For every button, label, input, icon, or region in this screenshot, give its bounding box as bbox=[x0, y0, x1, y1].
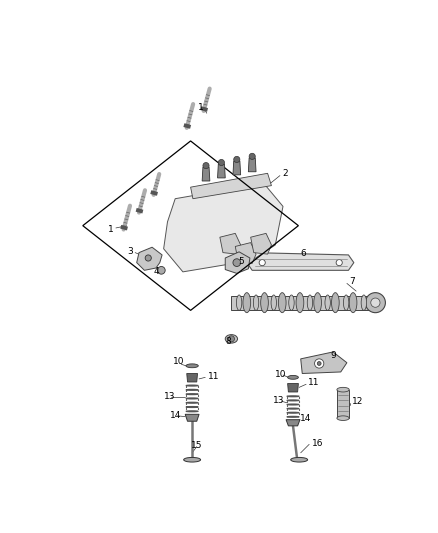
Polygon shape bbox=[235, 243, 256, 263]
Ellipse shape bbox=[243, 293, 251, 313]
Ellipse shape bbox=[186, 398, 198, 399]
Ellipse shape bbox=[287, 408, 299, 409]
Circle shape bbox=[336, 260, 342, 265]
Circle shape bbox=[317, 361, 321, 366]
Circle shape bbox=[233, 259, 240, 266]
Text: 12: 12 bbox=[352, 397, 364, 406]
Circle shape bbox=[218, 159, 225, 166]
Ellipse shape bbox=[325, 295, 330, 310]
Ellipse shape bbox=[279, 293, 286, 313]
Ellipse shape bbox=[332, 293, 339, 313]
Polygon shape bbox=[248, 158, 256, 172]
Polygon shape bbox=[301, 352, 347, 374]
Polygon shape bbox=[337, 390, 349, 418]
Ellipse shape bbox=[186, 402, 198, 403]
Text: 14: 14 bbox=[170, 411, 181, 421]
Circle shape bbox=[158, 266, 165, 274]
Text: 5: 5 bbox=[238, 256, 244, 265]
Circle shape bbox=[314, 359, 324, 368]
Polygon shape bbox=[218, 164, 225, 178]
Polygon shape bbox=[220, 233, 240, 254]
Circle shape bbox=[371, 298, 380, 308]
Ellipse shape bbox=[287, 400, 299, 401]
Text: 15: 15 bbox=[191, 441, 203, 450]
Polygon shape bbox=[288, 384, 298, 392]
Text: 1: 1 bbox=[108, 225, 114, 234]
Circle shape bbox=[203, 163, 209, 168]
Ellipse shape bbox=[186, 389, 198, 390]
Bar bbox=[231, 296, 374, 310]
Ellipse shape bbox=[287, 404, 299, 405]
Ellipse shape bbox=[288, 375, 298, 379]
Text: 10: 10 bbox=[173, 358, 184, 367]
Polygon shape bbox=[185, 414, 199, 421]
Text: 10: 10 bbox=[276, 370, 287, 379]
Ellipse shape bbox=[307, 295, 313, 310]
Ellipse shape bbox=[314, 293, 321, 313]
Text: 11: 11 bbox=[208, 372, 219, 381]
Polygon shape bbox=[137, 247, 162, 270]
Text: 9: 9 bbox=[331, 351, 336, 360]
Ellipse shape bbox=[287, 416, 299, 417]
Ellipse shape bbox=[337, 416, 349, 421]
Circle shape bbox=[249, 154, 255, 159]
Text: 16: 16 bbox=[311, 439, 323, 448]
Ellipse shape bbox=[186, 364, 198, 368]
Ellipse shape bbox=[337, 387, 349, 392]
Polygon shape bbox=[286, 419, 300, 426]
Circle shape bbox=[234, 156, 240, 163]
Polygon shape bbox=[225, 252, 250, 273]
Text: 14: 14 bbox=[300, 414, 311, 423]
Circle shape bbox=[259, 260, 265, 265]
Polygon shape bbox=[251, 233, 272, 254]
Text: 1: 1 bbox=[198, 103, 204, 112]
Ellipse shape bbox=[291, 457, 307, 462]
Circle shape bbox=[145, 255, 151, 261]
Circle shape bbox=[228, 336, 234, 342]
Polygon shape bbox=[233, 161, 240, 175]
Ellipse shape bbox=[271, 295, 276, 310]
Text: 8: 8 bbox=[225, 337, 231, 346]
Ellipse shape bbox=[237, 295, 242, 310]
Ellipse shape bbox=[296, 293, 304, 313]
Ellipse shape bbox=[349, 293, 357, 313]
Polygon shape bbox=[202, 167, 210, 181]
Polygon shape bbox=[191, 173, 272, 199]
Polygon shape bbox=[187, 374, 198, 382]
Text: 11: 11 bbox=[308, 378, 320, 387]
Ellipse shape bbox=[361, 295, 367, 310]
Text: 13: 13 bbox=[164, 392, 175, 401]
Ellipse shape bbox=[253, 295, 259, 310]
Ellipse shape bbox=[287, 396, 299, 397]
Text: 13: 13 bbox=[273, 396, 285, 405]
Text: 3: 3 bbox=[127, 247, 133, 256]
Ellipse shape bbox=[186, 385, 198, 386]
Polygon shape bbox=[164, 183, 283, 272]
Text: 4: 4 bbox=[154, 268, 159, 276]
Ellipse shape bbox=[225, 335, 237, 343]
Circle shape bbox=[365, 293, 385, 313]
Ellipse shape bbox=[343, 295, 349, 310]
Ellipse shape bbox=[186, 407, 198, 408]
Polygon shape bbox=[247, 253, 354, 270]
Ellipse shape bbox=[184, 457, 201, 462]
Ellipse shape bbox=[287, 412, 299, 413]
Text: 2: 2 bbox=[282, 169, 288, 178]
Ellipse shape bbox=[289, 295, 294, 310]
Text: 6: 6 bbox=[300, 249, 306, 258]
Ellipse shape bbox=[261, 293, 268, 313]
Text: 7: 7 bbox=[349, 277, 355, 286]
Ellipse shape bbox=[186, 411, 198, 412]
